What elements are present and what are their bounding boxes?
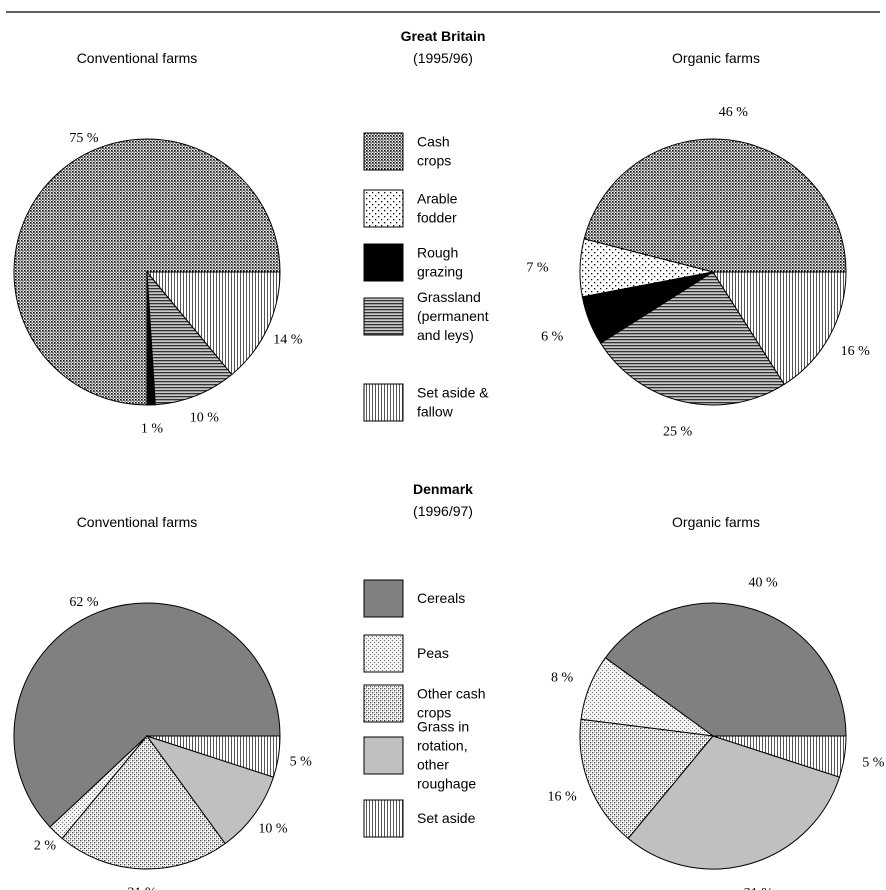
pie-3-slice-cereals — [604, 602, 847, 737]
pie-1-label-rough_grazing: 6 % — [541, 330, 564, 345]
pie-2-label-set_aside: 5 % — [290, 754, 313, 769]
legend-swatch-set_aside — [363, 383, 404, 422]
legend-0-cash_crops: Cash crops — [363, 132, 451, 171]
legend-label-grassland: Grassland — [417, 289, 481, 305]
legend-0-rough_grazing: Rough grazing — [363, 243, 463, 282]
pie-2-label-peas: 2 % — [34, 839, 57, 854]
pie-1-label-cash_crops: 46 % — [719, 105, 749, 120]
pie-0-slice-grassland — [146, 270, 233, 406]
pie-0-label-cash_crops: 75 % — [69, 131, 99, 146]
pie-2-slice-grass_rotation — [145, 735, 275, 845]
legend-label-grass_rotation: rotation, — [417, 738, 468, 754]
dk-organic-title: Organic farms — [672, 514, 760, 530]
legend-swatch-arable_fodder — [363, 189, 404, 228]
pie-0: 75 % 1 % 10 % 14 % — [13, 131, 303, 437]
pie-2-label-grass_rotation: 10 % — [258, 822, 288, 837]
legend-swatch-grassland — [363, 297, 404, 336]
pie-1-slice-cash_crops — [583, 138, 847, 273]
dk-country-title: Denmark — [413, 481, 473, 497]
legend-swatch-grass_rotation — [363, 736, 404, 775]
gb-country-title: Great Britain — [401, 28, 486, 44]
legend-label-set_aside: Set aside & — [417, 385, 489, 401]
pie-3-label-set_aside: 5 % — [862, 755, 885, 770]
pie-2-slice-set_aside — [146, 735, 281, 778]
legend-1-other_cash_crops: Other cash crops — [363, 684, 485, 723]
pie-0-label-grassland: 10 % — [190, 411, 220, 426]
pie-0-label-rough_grazing: 1 % — [141, 422, 164, 437]
legend-label-arable_fodder: fodder — [417, 210, 457, 226]
pie-3-label-peas: 8 % — [551, 670, 574, 685]
legend-label-grass_rotation: roughage — [417, 776, 476, 792]
pie-3-slice-set_aside — [712, 735, 847, 778]
pie-1-label-arable_fodder: 7 % — [526, 261, 549, 276]
pie-3: 40 % 8 % 16 % 31 % 5 % — [548, 576, 885, 890]
pie-0-slice-set_aside — [145, 271, 281, 376]
legend-1-set_aside: Set aside — [363, 799, 476, 838]
legend-label-grassland: and leys) — [417, 327, 474, 343]
legend-1-cereals: Cereals — [363, 579, 465, 618]
legend-label-set_aside: Set aside — [417, 810, 476, 826]
pie-2-label-cereals: 62 % — [69, 595, 99, 610]
pie-2-label-other_cash_crops: 21 % — [128, 886, 158, 890]
legend-label-other_cash_crops: crops — [417, 705, 451, 721]
legend-swatch-cash_crops — [363, 132, 404, 171]
pie-0-label-set_aside: 14 % — [273, 332, 303, 347]
legend-label-rough_grazing: grazing — [417, 264, 463, 280]
legend-label-other_cash_crops: Other cash — [417, 686, 485, 702]
pie-1: 46 % 7 % 6 % 25 % 16 % — [526, 105, 870, 439]
pie-1-slice-grassland — [600, 271, 785, 406]
pie-2-slice-cereals — [13, 602, 281, 828]
legend-label-arable_fodder: Arable — [417, 191, 458, 207]
legend-label-rough_grazing: Rough — [417, 245, 458, 261]
legend-1-peas: Peas — [363, 634, 449, 673]
gb-period: (1995/96) — [413, 50, 473, 66]
legend-0-grassland: Grassland (permanent and leys) — [363, 289, 489, 343]
dk-conventional-title: Conventional farms — [77, 514, 198, 530]
pie-2: 62 % 2 % 21 % 10 % 5 % — [13, 595, 313, 890]
gb-organic-title: Organic farms — [672, 50, 760, 66]
legend-label-grassland: (permanent — [417, 308, 489, 324]
gb-conventional-title: Conventional farms — [77, 50, 198, 66]
legend-swatch-cereals — [363, 579, 404, 618]
pie-3-slice-other_cash_crops — [579, 718, 714, 840]
legend-swatch-rough_grazing — [363, 243, 404, 282]
legend-label-grass_rotation: other — [417, 757, 449, 773]
dk-period: (1996/97) — [413, 503, 473, 519]
pie-1-label-grassland: 25 % — [663, 424, 693, 439]
pie-1-label-set_aside: 16 % — [841, 344, 871, 359]
legend-label-peas: Peas — [417, 645, 449, 661]
pie-2-slice-other_cash_crops — [61, 735, 226, 870]
legend-swatch-other_cash_crops — [363, 684, 404, 723]
legend-swatch-peas — [363, 634, 404, 673]
legend-label-set_aside: fallow — [417, 404, 454, 420]
legend-label-cash_crops: crops — [417, 153, 451, 169]
legend-1-grass_rotation: Grass in rotation, other roughage — [363, 719, 476, 792]
legend-0-set_aside: Set aside & fallow — [363, 383, 489, 422]
legend-0-arable_fodder: Arable fodder — [363, 189, 458, 228]
pie-3-label-other_cash_crops: 16 % — [548, 790, 578, 805]
pie-3-slice-grass_rotation — [627, 735, 841, 870]
legend-label-grass_rotation: Grass in — [417, 719, 469, 735]
pie-3-label-grass_rotation: 31 % — [744, 886, 774, 890]
pie-3-label-cereals: 40 % — [749, 576, 779, 591]
legend-label-cash_crops: Cash — [417, 134, 450, 150]
pie-1-slice-set_aside — [712, 271, 847, 385]
legend-swatch-set_aside — [363, 799, 404, 838]
legend-label-cereals: Cereals — [417, 590, 465, 606]
